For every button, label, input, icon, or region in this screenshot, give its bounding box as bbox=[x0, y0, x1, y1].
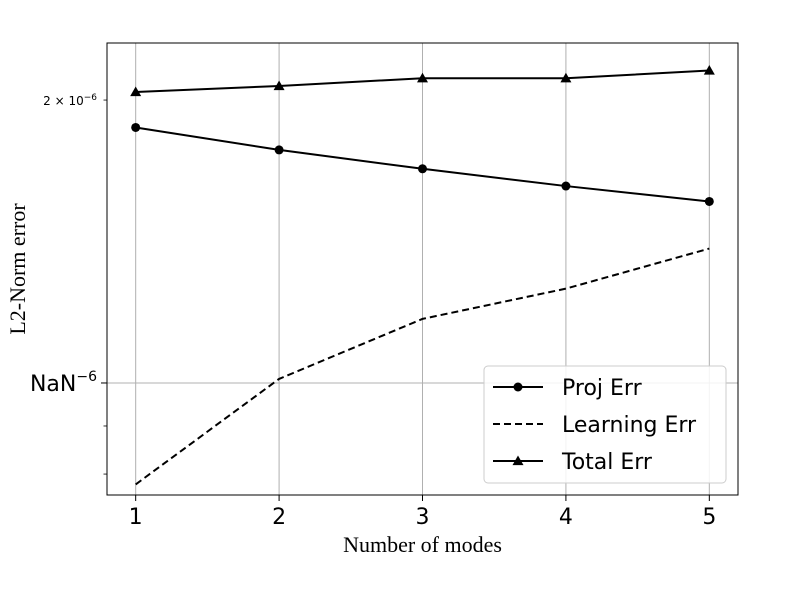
legend-label: Total Err bbox=[561, 450, 653, 475]
legend-box bbox=[483, 365, 727, 484]
series-lines bbox=[130, 65, 715, 486]
data-point-proj-err bbox=[704, 196, 714, 206]
y-minor-tick-exponent: −6 bbox=[84, 93, 98, 103]
data-point-total-err bbox=[703, 65, 715, 75]
series-line-learning-err bbox=[135, 247, 710, 486]
legend-label: Learning Err bbox=[562, 413, 697, 438]
x-tick-label: 1 bbox=[129, 505, 143, 530]
legend-item-learning-err: Learning Err bbox=[493, 413, 697, 438]
x-tick-label: 5 bbox=[702, 505, 716, 530]
x-axis-label: Number of modes bbox=[343, 532, 502, 557]
data-point-proj-err bbox=[561, 181, 571, 191]
series-learning-err bbox=[135, 247, 710, 486]
y-tick-base: NaN bbox=[30, 372, 76, 397]
legend-marker bbox=[513, 382, 523, 392]
data-point-total-err bbox=[273, 80, 285, 91]
grid-lines bbox=[107, 43, 738, 495]
x-tick-label: 2 bbox=[272, 505, 286, 530]
data-point-proj-err bbox=[418, 164, 427, 174]
x-tick-label: 3 bbox=[416, 505, 430, 530]
legend-label: Proj Err bbox=[562, 376, 643, 401]
series-total-err bbox=[130, 65, 715, 97]
x-tick-label: 4 bbox=[559, 505, 573, 530]
y-axis-label: L2-Norm error bbox=[5, 203, 30, 335]
y-tick-exponent: −6 bbox=[76, 369, 97, 385]
data-point-total-err bbox=[130, 86, 142, 97]
data-point-proj-err bbox=[274, 145, 284, 155]
data-point-total-err bbox=[417, 72, 428, 83]
legend-item-total-err: Total Err bbox=[493, 450, 653, 475]
data-point-total-err bbox=[560, 72, 572, 83]
data-point-proj-err bbox=[131, 122, 141, 132]
legend: Proj Err Learning Err Total Err bbox=[483, 365, 727, 484]
legend-marker bbox=[512, 455, 524, 466]
series-proj-err bbox=[131, 122, 714, 206]
legend-item-proj-err: Proj Err bbox=[493, 376, 643, 401]
y-minor-tick-base: 2 × 10 bbox=[43, 94, 84, 108]
y-tick-label-major: NaN−6 bbox=[30, 369, 97, 397]
y-tick-label-minor: 2 × 10−6 bbox=[43, 93, 97, 108]
